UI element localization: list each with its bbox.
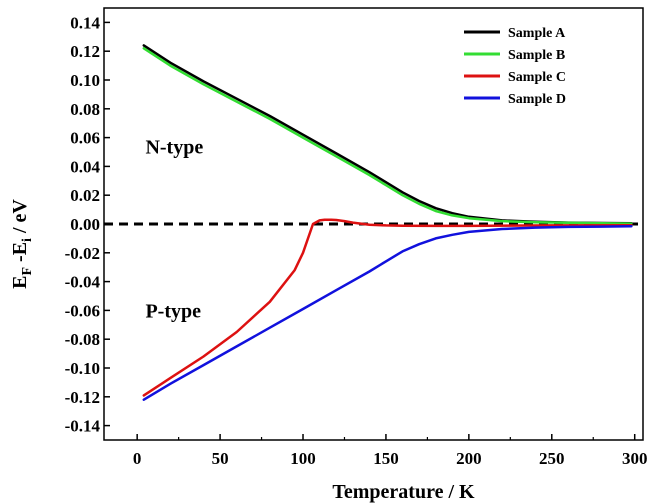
y-tick-label: -0.14 [65, 417, 101, 436]
series-layer [142, 44, 633, 401]
x-tick-label: 100 [290, 449, 316, 468]
y-tick-label: -0.04 [65, 273, 101, 292]
y-tick-label: 0.06 [70, 129, 100, 148]
y-tick-label: 0.00 [70, 215, 100, 234]
legend-label: Sample C [508, 70, 566, 85]
x-tick-label: 300 [622, 449, 648, 468]
y-tick-label: 0.12 [70, 42, 100, 61]
y-tick-label: 0.14 [70, 13, 100, 32]
y-tick-label: -0.10 [65, 359, 100, 378]
legend-label: Sample A [508, 26, 566, 41]
annotation-p-type: P-type [145, 301, 201, 323]
series-line-sample-d [142, 225, 633, 401]
y-axis-title: EF -Ei / eV [9, 199, 35, 289]
annotations: N-type P-type [145, 136, 203, 322]
legend: Sample A Sample B Sample C Sample D [464, 26, 566, 107]
x-tick-label: 250 [539, 449, 565, 468]
x-axis-title: Temperature / K [332, 481, 475, 503]
annotation-n-type: N-type [145, 136, 203, 158]
y-tick-label: -0.02 [65, 244, 100, 263]
x-tick-label: 150 [373, 449, 399, 468]
y-tick-label: 0.02 [70, 186, 100, 205]
y-tick-label: -0.06 [65, 301, 100, 320]
x-axis: 0 50 100 150 200 250 300 [133, 434, 648, 468]
legend-label: Sample B [508, 48, 565, 63]
series-line-sample-c [142, 218, 633, 397]
series-line-sample-b [142, 47, 633, 225]
legend-label: Sample D [508, 92, 566, 107]
y-tick-label: 0.04 [70, 157, 100, 176]
x-tick-label: 0 [133, 449, 142, 468]
y-tick-label: -0.08 [65, 330, 100, 349]
y-tick-label: 0.10 [70, 71, 100, 90]
x-tick-label: 50 [212, 449, 229, 468]
y-tick-label: -0.12 [65, 388, 100, 407]
x-tick-label: 200 [456, 449, 482, 468]
y-tick-label: 0.08 [70, 100, 100, 119]
y-axis: 0.14 0.12 0.10 0.08 0.06 0.04 0.02 0.00 -0.02 -0.… [65, 13, 110, 436]
